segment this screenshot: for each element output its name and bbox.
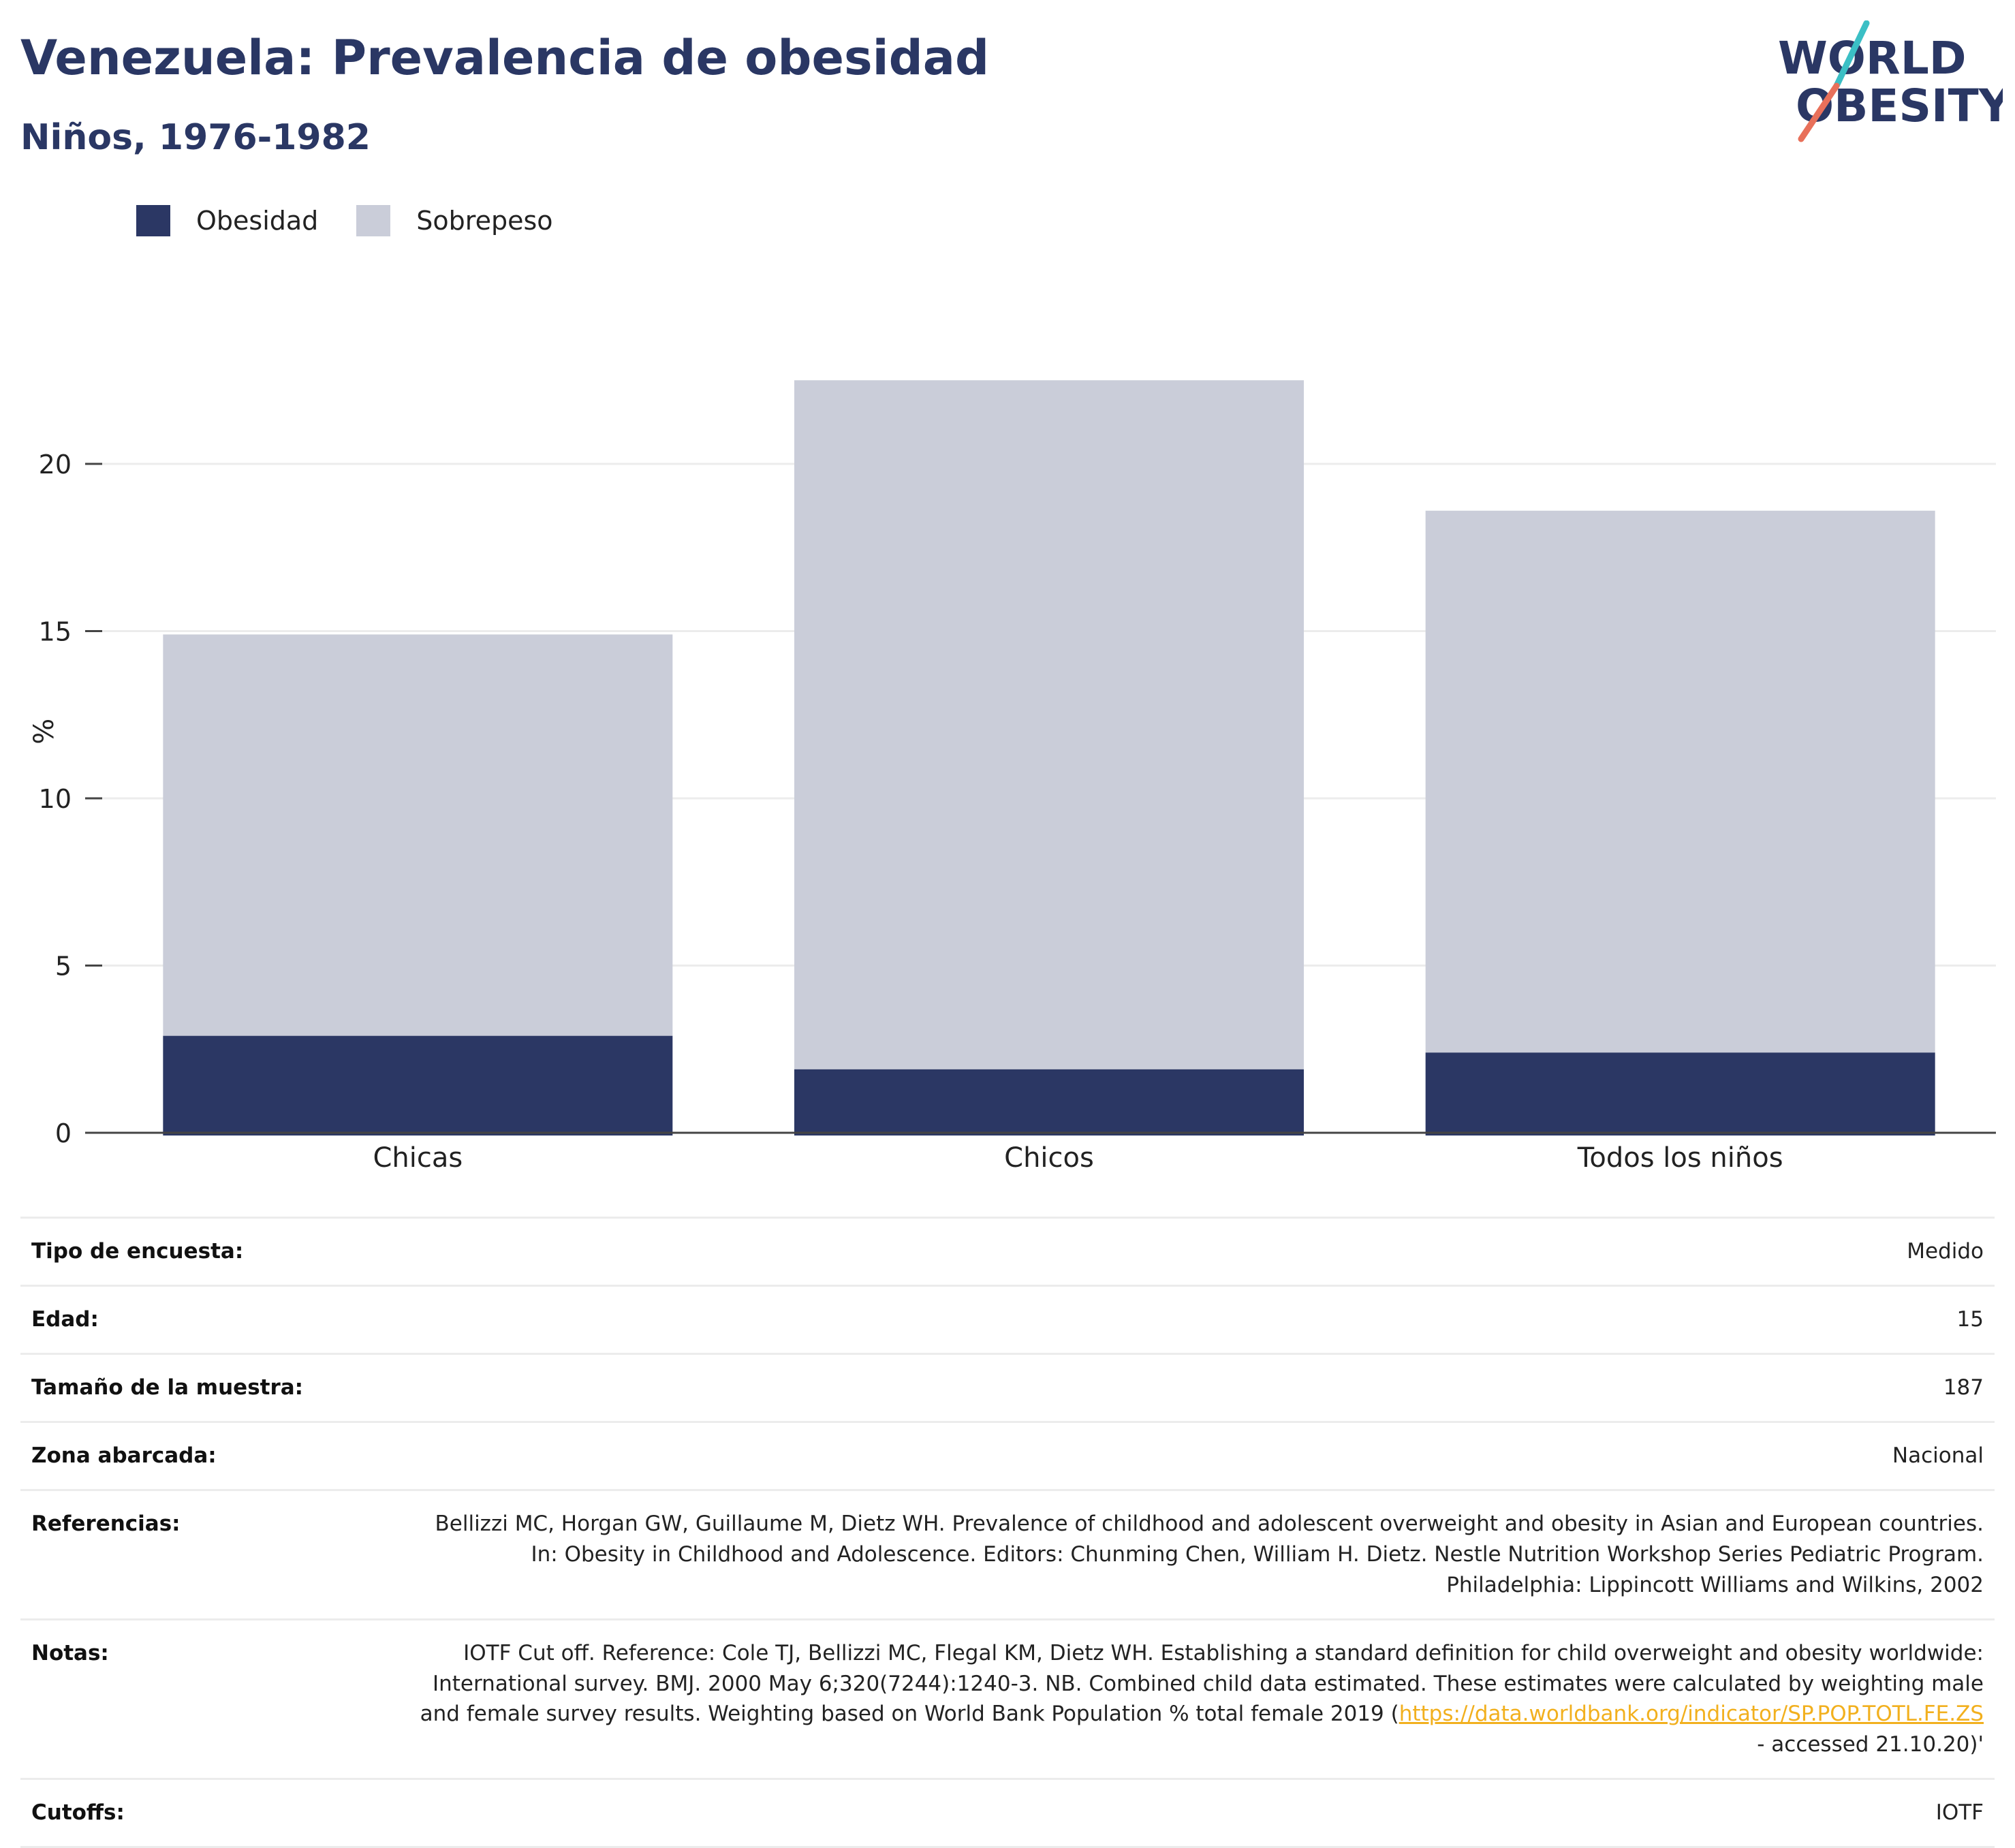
legend-item-obesidad[interactable]: Obesidad (136, 205, 318, 236)
legend-item-sobrepeso[interactable]: Sobrepeso (356, 205, 553, 236)
meta-value: 187 (396, 1352, 1995, 1423)
meta-row: Zona abarcada: Nacional (20, 1420, 1995, 1491)
chart-subtitle: Niños, 1976-1982 (20, 117, 371, 158)
meta-value: IOTF (396, 1778, 1995, 1848)
bar-obesidad-0 (163, 1035, 673, 1136)
bar-obesidad-1 (794, 1069, 1304, 1136)
bars (163, 380, 1935, 1136)
y-tick-label: 0 (55, 1118, 72, 1148)
worldbank-link[interactable]: https://data.worldbank.org/indicator/SP.… (1399, 1702, 1984, 1727)
logo-slash-teal (1833, 20, 1870, 89)
logo-line1: WORLD (1778, 32, 1967, 84)
x-tick-label: Chicas (373, 1142, 463, 1174)
meta-value: 15 (396, 1284, 1995, 1355)
y-axis-label: % (29, 719, 60, 745)
y-tick-label: 15 (39, 617, 72, 647)
meta-label: Tamaño de la muestra: (20, 1352, 396, 1423)
legend-swatch-sobrepeso (356, 205, 391, 236)
meta-row: Edad: 15 (20, 1284, 1995, 1355)
survey-metadata-table: Tipo de encuesta: Medido Edad: 15 Tamaño de … (20, 1217, 1995, 1848)
x-tick-label: Todos los niños (1577, 1142, 1783, 1174)
meta-row: Notas: IOTF Cut off. Reference: Cole TJ, … (20, 1618, 1995, 1781)
bar-chart: 0 5 10 15 20 Chicas Chicos Todos los niños% (29, 380, 1996, 1174)
logo-line2: OBESITY (1796, 80, 2003, 132)
bar-obesidad-2 (1425, 1052, 1935, 1136)
x-tick-label: Chicos (1004, 1142, 1094, 1174)
meta-label: Referencias: (20, 1488, 396, 1620)
legend-label-sobrepeso: Sobrepeso (416, 206, 553, 236)
meta-row: Tipo de encuesta: Medido (20, 1217, 1995, 1287)
meta-row: Tamaño de la muestra: 187 (20, 1352, 1995, 1423)
meta-value: Bellizzi MC, Horgan GW, Guillaume M, Die… (396, 1488, 1995, 1620)
axes: 0 5 10 15 20 Chicas Chicos Todos los niños% (29, 450, 1996, 1174)
meta-label: Edad: (20, 1284, 396, 1355)
logo-slash-coral (1798, 82, 1840, 142)
meta-label: Cutoffs: (20, 1778, 396, 1848)
world-obesity-logo: WORLD OBESITY (1778, 20, 2003, 142)
legend-swatch-obesidad (136, 205, 170, 236)
y-tick-label: 5 (55, 952, 72, 982)
meta-value: Medido (396, 1217, 1995, 1287)
meta-label: Zona abarcada: (20, 1420, 396, 1491)
y-tick-label: 10 (39, 784, 72, 814)
bar-sobrepeso-1 (794, 380, 1304, 1069)
meta-row: Referencias: Bellizzi MC, Horgan GW, Guil… (20, 1488, 1995, 1620)
meta-label: Notas: (20, 1618, 396, 1781)
meta-label: Tipo de encuesta: (20, 1217, 396, 1287)
legend-label-obesidad: Obesidad (196, 206, 319, 236)
meta-value: Nacional (396, 1420, 1995, 1491)
bar-sobrepeso-2 (1425, 510, 1935, 1053)
meta-row: Cutoffs: IOTF (20, 1778, 1995, 1848)
y-tick-label: 20 (39, 450, 72, 480)
meta-value: IOTF Cut off. Reference: Cole TJ, Belliz… (396, 1618, 1995, 1781)
bar-sobrepeso-0 (163, 634, 673, 1036)
chart-legend: Obesidad Sobrepeso (136, 202, 591, 240)
chart-title: Venezuela: Prevalencia de obesidad (20, 30, 990, 86)
